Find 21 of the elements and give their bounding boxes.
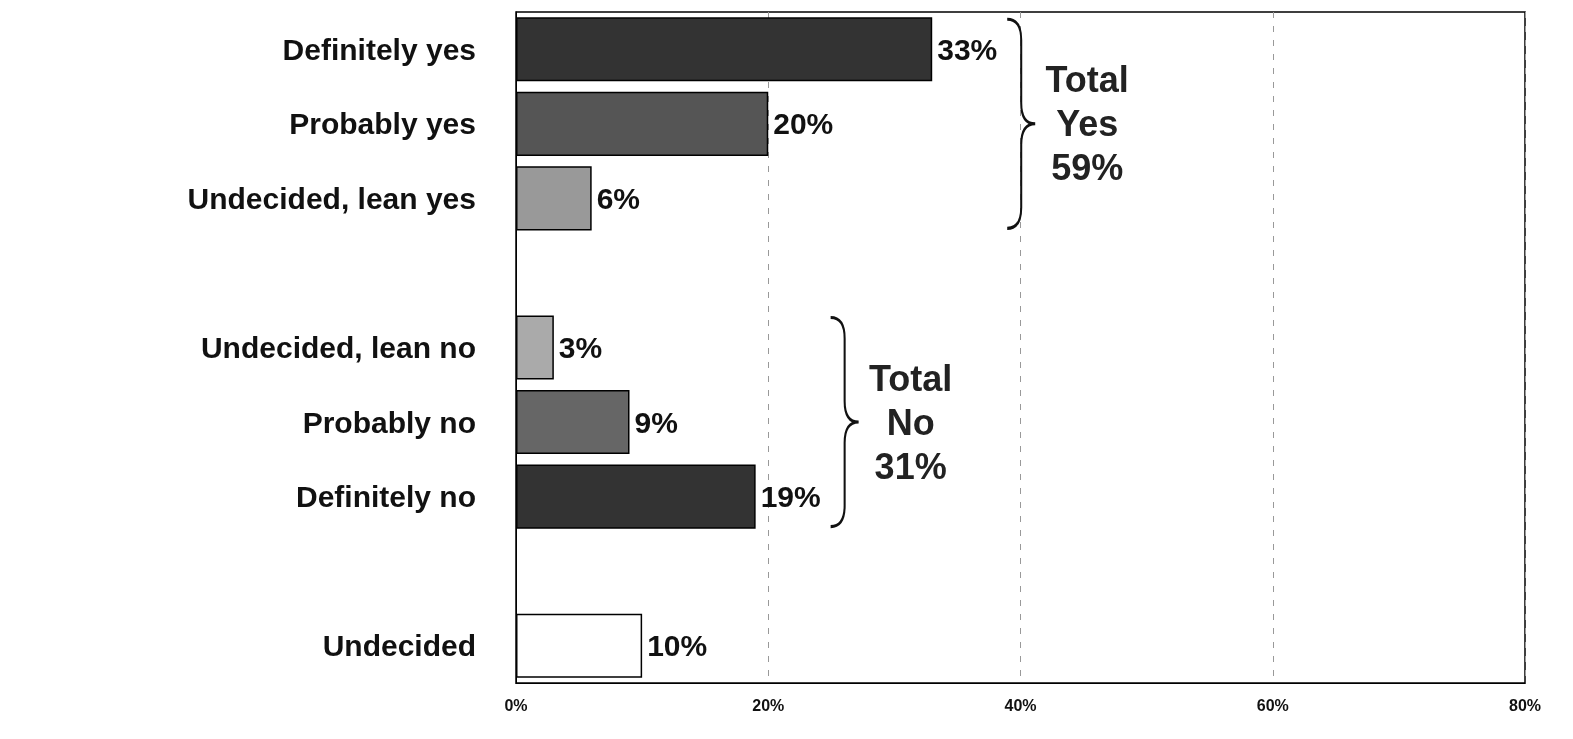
y-tick-label: Undecided, lean yes	[187, 181, 476, 215]
data-label: 20%	[773, 107, 834, 141]
x-tick-label: 40%	[1004, 696, 1037, 714]
y-tick-label: Undecided, lean no	[200, 331, 476, 364]
x-tick-label: 80%	[1508, 696, 1542, 714]
data-label: 6%	[596, 181, 641, 215]
x-tick-label: 0%	[504, 696, 528, 714]
data-label: 10%	[647, 629, 708, 663]
y-tick-label: Probably yes	[289, 107, 476, 141]
data-label: 33%	[937, 32, 998, 66]
annotation: Total No 31%	[868, 357, 953, 487]
y-tick-label: Undecided	[322, 629, 476, 663]
x-tick-label: 20%	[752, 696, 785, 714]
annotation: Total Yes 59%	[1045, 59, 1129, 189]
y-tick-label: Probably no	[302, 405, 476, 439]
x-tick-label: 60%	[1256, 696, 1289, 714]
data-label: 9%	[634, 405, 678, 439]
data-label: 19%	[760, 480, 821, 514]
data-label: 3%	[558, 331, 603, 364]
y-tick-label: Definitely no	[295, 480, 476, 514]
y-tick-label: Definitely yes	[282, 32, 476, 66]
